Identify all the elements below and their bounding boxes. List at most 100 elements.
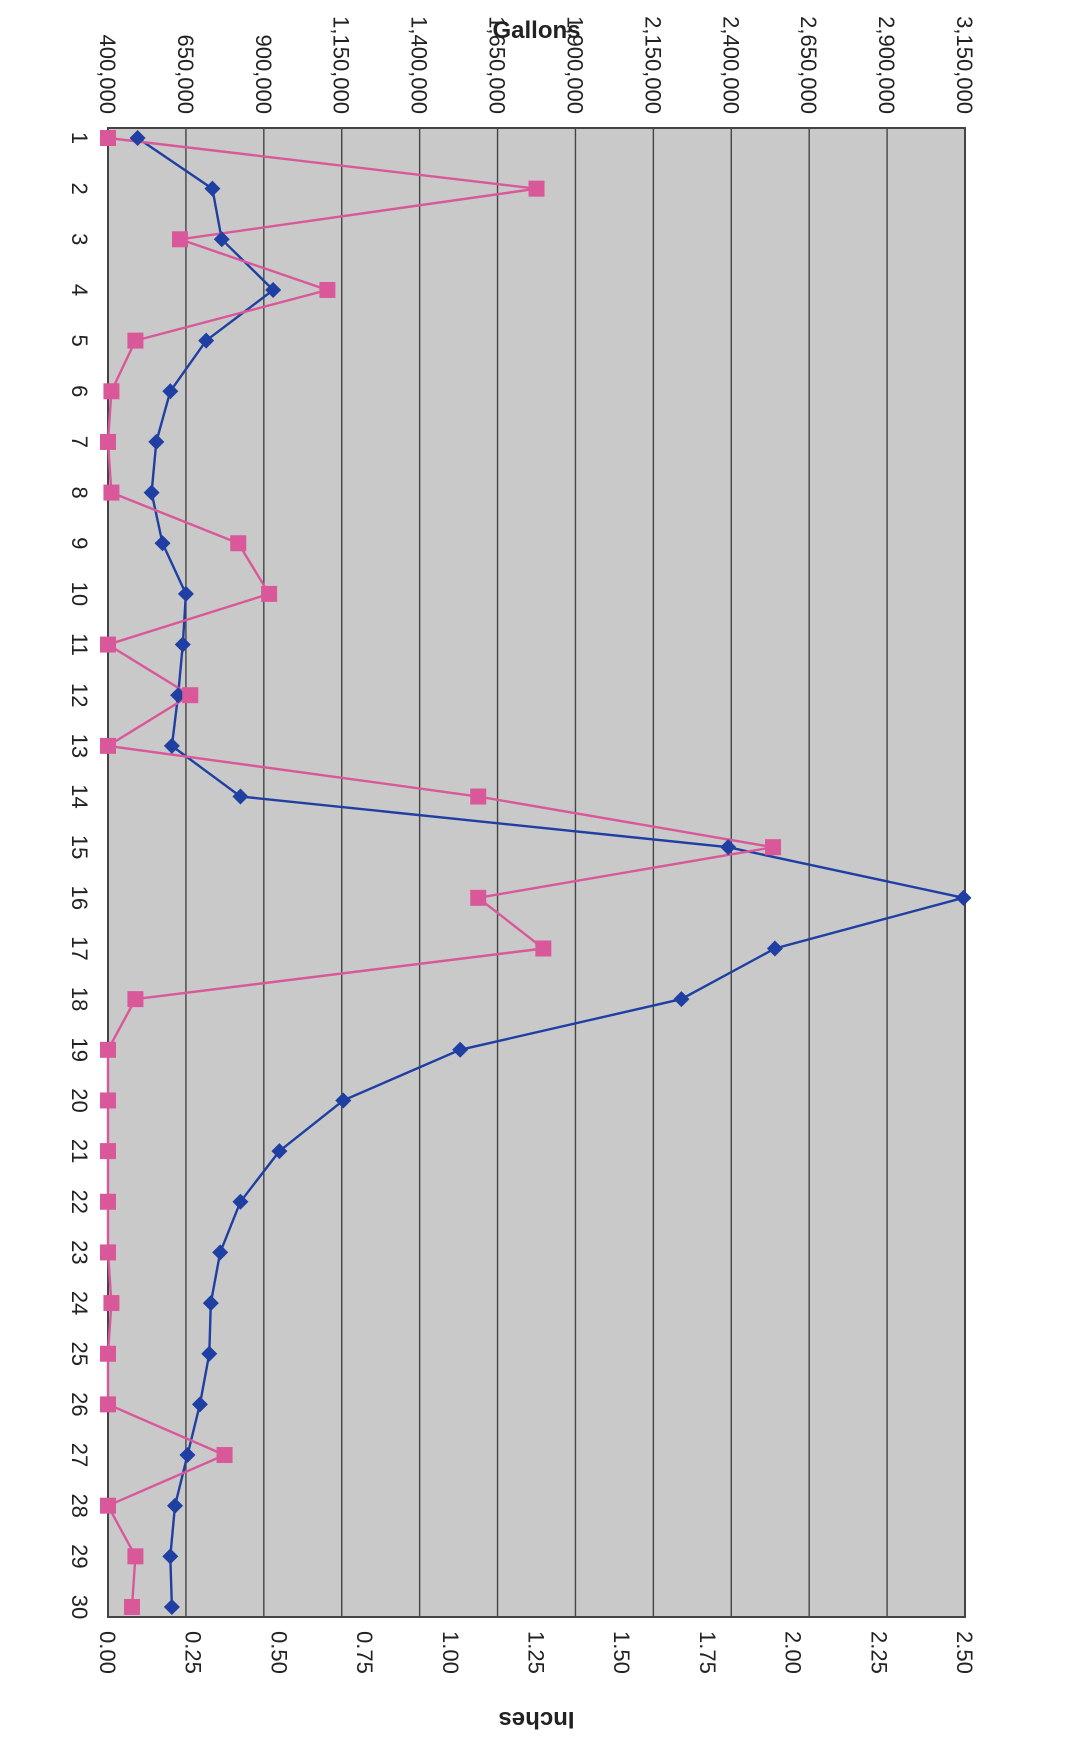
x-axis-tick-label: 13 [67,734,92,758]
series-2-point [216,1447,233,1464]
series-1-point [170,687,187,704]
right-axis-tick-label: 2.00 [781,1631,806,1674]
series-2-point [470,889,487,906]
series-2-point [100,1193,116,1210]
right-axis-tick-label: 0.75 [352,1631,377,1674]
data-markers [100,130,972,1615]
x-axis-tick-label: 14 [67,784,92,808]
x-axis-tick-labels: 1234567891011121314151617181920212223242… [67,132,92,1619]
left-axis-tick-label: 650,000 [173,34,198,114]
x-axis-tick-label: 12 [67,683,92,707]
x-axis-tick-label: 28 [67,1493,92,1517]
x-axis-tick-label: 20 [67,1088,92,1112]
series-2-point [127,991,144,1008]
series-2-point [528,180,545,197]
left-axis-tick-label: 1,150,000 [329,16,354,114]
x-axis-tick-label: 27 [67,1443,92,1467]
series-1-point [720,839,737,856]
x-axis-tick-label: 21 [67,1139,92,1163]
series-1-point [167,1497,184,1514]
left-axis-tick-label: 1,400,000 [407,16,432,114]
right-axis-tick-label: 1.50 [609,1631,634,1674]
left-axis-tick-label: 2,400,000 [718,16,743,114]
right-axis-tick-label: 0.25 [181,1631,206,1674]
series-lines [104,136,964,1608]
x-axis-tick-label: 7 [67,436,92,448]
x-axis-tick-label: 16 [67,886,92,910]
series-2-point [100,1396,116,1413]
series-1-point [265,281,282,298]
series-line-2 [104,136,774,1608]
x-axis-tick-label: 30 [67,1595,92,1619]
series-1-point [213,231,230,248]
series-1-point [129,130,146,146]
x-axis-tick-label: 24 [67,1291,92,1315]
series-2-point [100,1497,116,1514]
series-1-point [198,332,215,349]
x-axis-tick-label: 26 [67,1392,92,1416]
x-axis-tick-label: 10 [67,582,92,606]
series-1-point [174,636,191,653]
series-1-point [201,1345,218,1362]
series-1-point [148,433,165,450]
left-axis-tick-label: 1,900,000 [562,16,587,114]
right-axis-tick-labels: 0.00 0.25 0.50 0.75 1.00 1.25 1.50 1.75 2.00 2.25… [95,1631,977,1674]
x-axis-tick-label: 3 [67,233,92,245]
x-axis-tick-label: 25 [67,1341,92,1365]
series-1-point [143,484,160,501]
series-2-point [230,535,247,552]
right-axis-tick-label: 2.50 [952,1631,977,1674]
series-1-point [163,1599,180,1615]
right-axis-tick-label: 2.25 [866,1631,891,1674]
x-axis-tick-label: 8 [67,486,92,498]
left-axis-title: Gallons [492,17,580,44]
series-1-point [452,1041,469,1058]
x-axis-tick-label: 23 [67,1240,92,1264]
right-axis-tick-label: 1.25 [524,1631,549,1674]
series-1-point [232,788,249,805]
series-2-point [319,281,336,298]
series-2-point [100,433,116,450]
series-1-point [179,1447,196,1464]
x-axis-tick-label: 9 [67,537,92,549]
series-2-point [127,332,144,349]
x-axis-tick-label: 29 [67,1544,92,1568]
left-axis-tick-labels: 400,000 650,000 900,000 1,150,000 1,400,000 1… [95,16,977,114]
series-1-point [271,1143,288,1160]
x-axis-tick-label: 11 [67,633,92,656]
series-1-point [163,737,180,754]
right-axis-tick-label: 1.00 [438,1631,463,1674]
x-axis-tick-label: 6 [67,385,92,397]
series-2-point [261,585,278,602]
x-axis-tick-label: 22 [67,1190,92,1214]
right-axis-tick-label: 0.00 [95,1631,120,1674]
series-1-point [177,585,194,602]
left-axis-tick-label: 2,150,000 [640,16,665,114]
series-2-point [103,484,120,501]
right-axis-tick-label: 1.75 [695,1631,720,1674]
series-2-point [100,1143,116,1160]
x-axis-tick-label: 1 [67,132,92,144]
series-2-point [535,940,552,957]
series-2-point [103,1295,120,1312]
x-axis-tick-label: 4 [67,284,92,296]
plot-area [107,127,966,1618]
series-2-point [123,1599,140,1615]
left-axis-tick-label: 1,650,000 [485,16,510,114]
series-1-point [162,1548,179,1565]
left-axis-tick-label: 3,150,000 [952,16,977,114]
x-axis-tick-label: 17 [67,936,92,960]
series-2-point [171,231,188,248]
x-axis-tick-label: 5 [67,334,92,346]
series-2-point [100,636,116,653]
left-axis-tick-label: 2,900,000 [874,16,899,114]
series-2-point [100,1092,116,1109]
x-axis-tick-label: 15 [67,835,92,859]
series-1-point [212,1244,229,1261]
right-axis-title: Inches [498,1706,574,1733]
left-axis-tick-label: 900,000 [251,34,276,114]
series-2-point [470,788,487,805]
gridlines [107,128,966,1617]
